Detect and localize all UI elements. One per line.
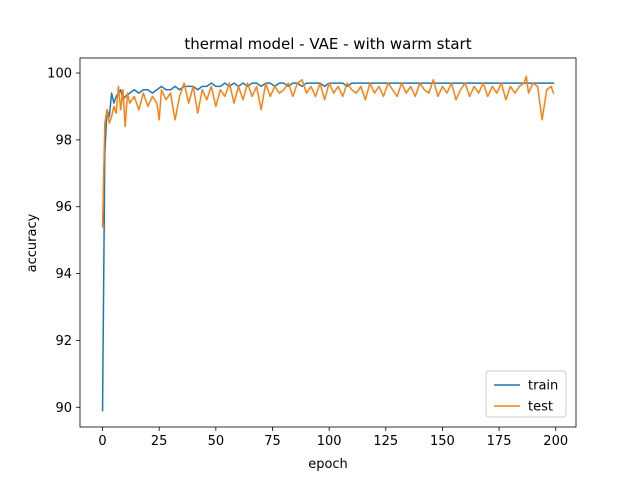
legend-label-test: test bbox=[528, 400, 553, 415]
y-tick-label: 90 bbox=[55, 401, 72, 416]
y-tick-label: 100 bbox=[47, 67, 72, 82]
x-tick-label: 100 bbox=[317, 434, 342, 449]
plot-background bbox=[80, 58, 576, 427]
x-tick-label: 200 bbox=[543, 434, 568, 449]
y-tick-label: 98 bbox=[55, 133, 72, 148]
legend: train test bbox=[485, 370, 567, 418]
y-tick-label: 94 bbox=[55, 267, 72, 282]
legend-label-train: train bbox=[528, 379, 558, 394]
series-layer bbox=[101, 75, 555, 412]
x-tick-label: 125 bbox=[373, 434, 398, 449]
x-axis-label: epoch bbox=[308, 457, 348, 472]
x-tick-label: 75 bbox=[264, 434, 281, 449]
x-tick-label: 50 bbox=[208, 434, 225, 449]
y-axis-label: accuracy bbox=[25, 213, 40, 272]
x-tick-label: 25 bbox=[151, 434, 168, 449]
chart-title: thermal model - VAE - with warm start bbox=[184, 35, 471, 53]
y-tick-label: 92 bbox=[55, 334, 72, 349]
plot-area bbox=[80, 58, 576, 427]
x-tick-label: 0 bbox=[98, 434, 106, 449]
x-tick-label: 175 bbox=[487, 434, 512, 449]
x-tick-label: 150 bbox=[430, 434, 455, 449]
y-tick-label: 96 bbox=[55, 200, 72, 215]
axes-frame bbox=[79, 57, 577, 428]
series-line-train bbox=[101, 82, 555, 412]
axes-layer: 0 25 50 75 100 125 150 175 200 90 92 94 96 98 100 bbox=[47, 57, 577, 449]
series-line-test bbox=[101, 75, 555, 228]
